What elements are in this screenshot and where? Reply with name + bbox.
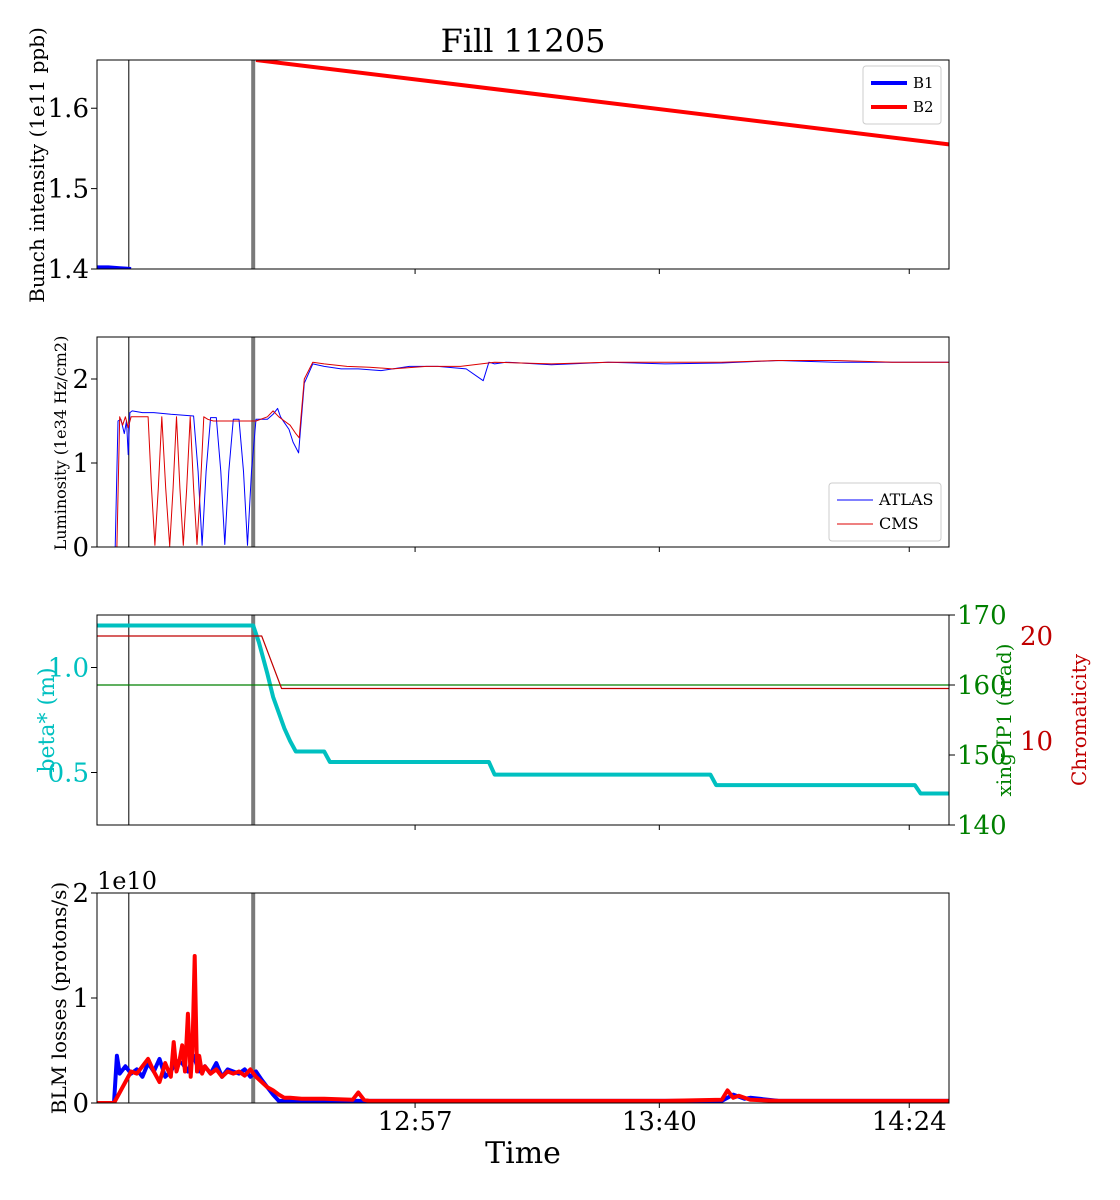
lumi-frame [96,336,950,548]
x-tick-label: 12:57 [378,1107,453,1137]
lumi-legend: ATLAS CMS [828,482,942,542]
blm-panel: BLM losses (protons/s) 1e10 0 1 2 [47,867,950,1119]
luminosity-panel: Luminosity (1e34 Hz/cm2) 0 1 2 ATLAS CMS [51,336,950,563]
figure-title: Fill 11205 [441,22,606,60]
optics-plot-area [97,615,949,825]
chromaticity-ytick-label: 10 [1020,727,1053,757]
xing-ytick-label: 140 [957,811,1007,841]
intensity-ylabel: Bunch intensity (1e11 ppb) [25,27,49,303]
optics-series-beta- [97,623,949,796]
lumi-ytick-label: 0 [72,533,89,563]
lumi-legend-label: ATLAS [878,490,934,509]
blm-offset-text: 1e10 [97,867,157,895]
lumi-plot-area [97,337,949,547]
lumi-series-cms [97,360,949,547]
blm-series-b1 [97,1053,949,1103]
blm-ytick-label: 0 [72,1089,89,1119]
x-tick-label: 14:24 [872,1107,947,1137]
x-axis-ticks: 12:57 13:40 14:24 [378,1107,947,1137]
blm-series-b2 [97,954,949,1103]
lumi-ytick-label: 2 [72,365,89,395]
xing-ylabel: xing IP1 (urad) [992,644,1016,797]
blm-plot-area [97,893,949,1103]
blm-ytick-label: 1 [72,984,89,1014]
optics-ytick-label: 0.5 [48,759,89,789]
xing-ytick-label: 160 [957,671,1007,701]
luminosity-ylabel: Luminosity (1e34 Hz/cm2) [51,336,70,551]
intensity-legend-box [862,65,942,125]
x-tick-label: 13:40 [622,1107,697,1137]
optics-series-chromaticity [97,635,949,690]
lumi-legend-box [828,482,942,542]
intensity-legend-label: B1 [913,74,934,92]
intensity-ytick-label: 1.4 [48,255,89,285]
lumi-ytick-label: 1 [72,449,89,479]
chromaticity-ytick-label: 20 [1020,622,1053,652]
intensity-plot-area [97,60,949,269]
intensity-legend-label: B2 [913,98,934,116]
optics-panel: beta* (m) xing IP1 (urad) Chromaticity 0… [35,601,1091,841]
optics-ytick-label: 1.0 [48,654,89,684]
intensity-frame [96,59,950,270]
intensity-ytick-label: 1.5 [48,175,89,205]
blm-ytick-label: 2 [72,879,89,909]
beta-ylabel: beta* (m) [35,667,60,772]
xing-ytick-label: 150 [957,741,1007,771]
intensity-series-b2 [255,60,949,147]
lumi-legend-label: CMS [879,514,919,533]
intensity-ytick-label: 1.6 [48,94,89,124]
blm-ylabel: BLM losses (protons/s) [47,882,71,1114]
chromaticity-ylabel: Chromaticity [1067,653,1091,786]
lumi-series-atlas [97,360,949,547]
x-axis-label: Time [485,1136,561,1171]
xing-ytick-label: 170 [957,601,1007,631]
optics-frame [96,614,950,826]
